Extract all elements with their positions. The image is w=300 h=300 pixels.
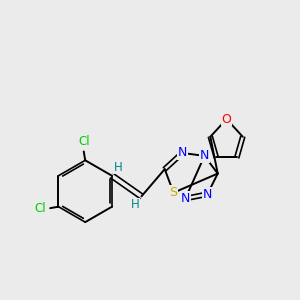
Text: Cl: Cl bbox=[78, 135, 90, 148]
Text: N: N bbox=[181, 192, 190, 205]
Text: S: S bbox=[169, 186, 178, 199]
Text: H: H bbox=[131, 198, 140, 211]
Text: N: N bbox=[178, 146, 187, 159]
Text: H: H bbox=[113, 161, 122, 174]
Text: Cl: Cl bbox=[34, 202, 46, 215]
Text: O: O bbox=[222, 112, 232, 126]
Text: N: N bbox=[203, 188, 212, 201]
Text: N: N bbox=[200, 149, 209, 162]
